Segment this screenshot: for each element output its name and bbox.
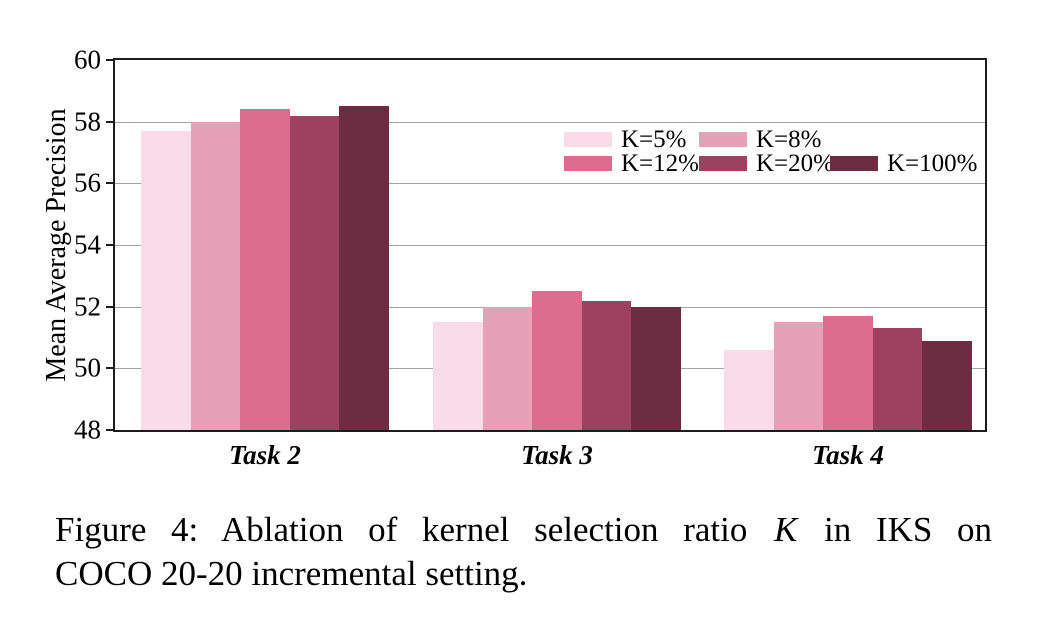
- bar-group: [433, 60, 681, 430]
- legend-swatch: [830, 156, 878, 171]
- legend-label: K=100%: [887, 150, 978, 177]
- legend-item: K=20%: [699, 151, 834, 176]
- y-tick-mark: [106, 429, 115, 431]
- bar-k5: [724, 349, 774, 430]
- bar-k8: [773, 322, 824, 430]
- legend-swatch: [564, 132, 612, 147]
- y-tick-label: 56: [74, 167, 101, 198]
- legend-item: K=12%: [564, 151, 699, 176]
- y-tick-mark: [106, 305, 115, 308]
- y-tick-mark: [106, 244, 115, 246]
- category-label: Task 4: [812, 440, 884, 470]
- legend-swatch: [699, 156, 747, 171]
- bar-k20: [872, 328, 923, 430]
- bar-k5: [141, 130, 191, 430]
- bar-k100: [922, 340, 972, 430]
- bar-group: [141, 60, 389, 430]
- bar-k20: [289, 115, 340, 430]
- y-tick-mark: [106, 182, 115, 185]
- legend-item: K=8%: [699, 127, 821, 152]
- bar-k100: [631, 306, 681, 430]
- bar-k12: [823, 315, 873, 430]
- legend-item: K=100%: [830, 151, 977, 176]
- bar-k5: [433, 322, 483, 430]
- bar-k8: [190, 121, 241, 430]
- legend-label: K=20%: [756, 150, 834, 177]
- legend-label: K=5%: [621, 126, 687, 153]
- y-tick-mark: [106, 120, 115, 123]
- bar-group: [724, 60, 972, 430]
- grid-line: [115, 183, 985, 185]
- caption-line-2: COCO 20-20 incremental setting.: [55, 554, 528, 593]
- y-tick-mark: [106, 59, 115, 61]
- y-tick-label: 54: [74, 229, 101, 260]
- caption-text-post: in IKS on: [799, 510, 992, 549]
- grid-line: [115, 121, 985, 123]
- legend-label: K=8%: [756, 126, 822, 153]
- caption-text-pre: Figure 4: Ablation of kernel selection r…: [55, 510, 772, 549]
- y-tick-label: 52: [74, 291, 101, 322]
- bar-k12: [532, 291, 582, 430]
- grid-line: [115, 245, 985, 246]
- bar-k12: [240, 109, 290, 430]
- y-tick-label: 58: [74, 106, 101, 137]
- bar-k20: [581, 300, 632, 430]
- y-tick-mark: [106, 367, 115, 370]
- y-tick-label: 50: [74, 352, 101, 383]
- y-axis-title: Mean Average Precision: [41, 108, 72, 382]
- plot-area: 48 50 52 54 56 58 60 Task 2 Task 3 Task 4 K=5% K=8%…: [74, 46, 987, 470]
- y-tick-label: 60: [74, 44, 101, 75]
- legend-swatch: [564, 156, 612, 171]
- bar-k8: [482, 306, 533, 430]
- y-tick-label: 48: [74, 414, 101, 445]
- category-label: Task 3: [521, 440, 593, 470]
- figure-caption: Figure 4: Ablation of kernel selection r…: [55, 508, 992, 596]
- legend-label: K=12%: [621, 150, 699, 177]
- legend-swatch: [699, 132, 747, 147]
- caption-line-1: Figure 4: Ablation of kernel selection r…: [55, 508, 992, 552]
- bar-k100: [339, 106, 389, 430]
- kernel-ratio-symbol: K: [774, 510, 798, 549]
- category-label: Task 2: [229, 440, 301, 470]
- legend-item: K=5%: [564, 127, 686, 152]
